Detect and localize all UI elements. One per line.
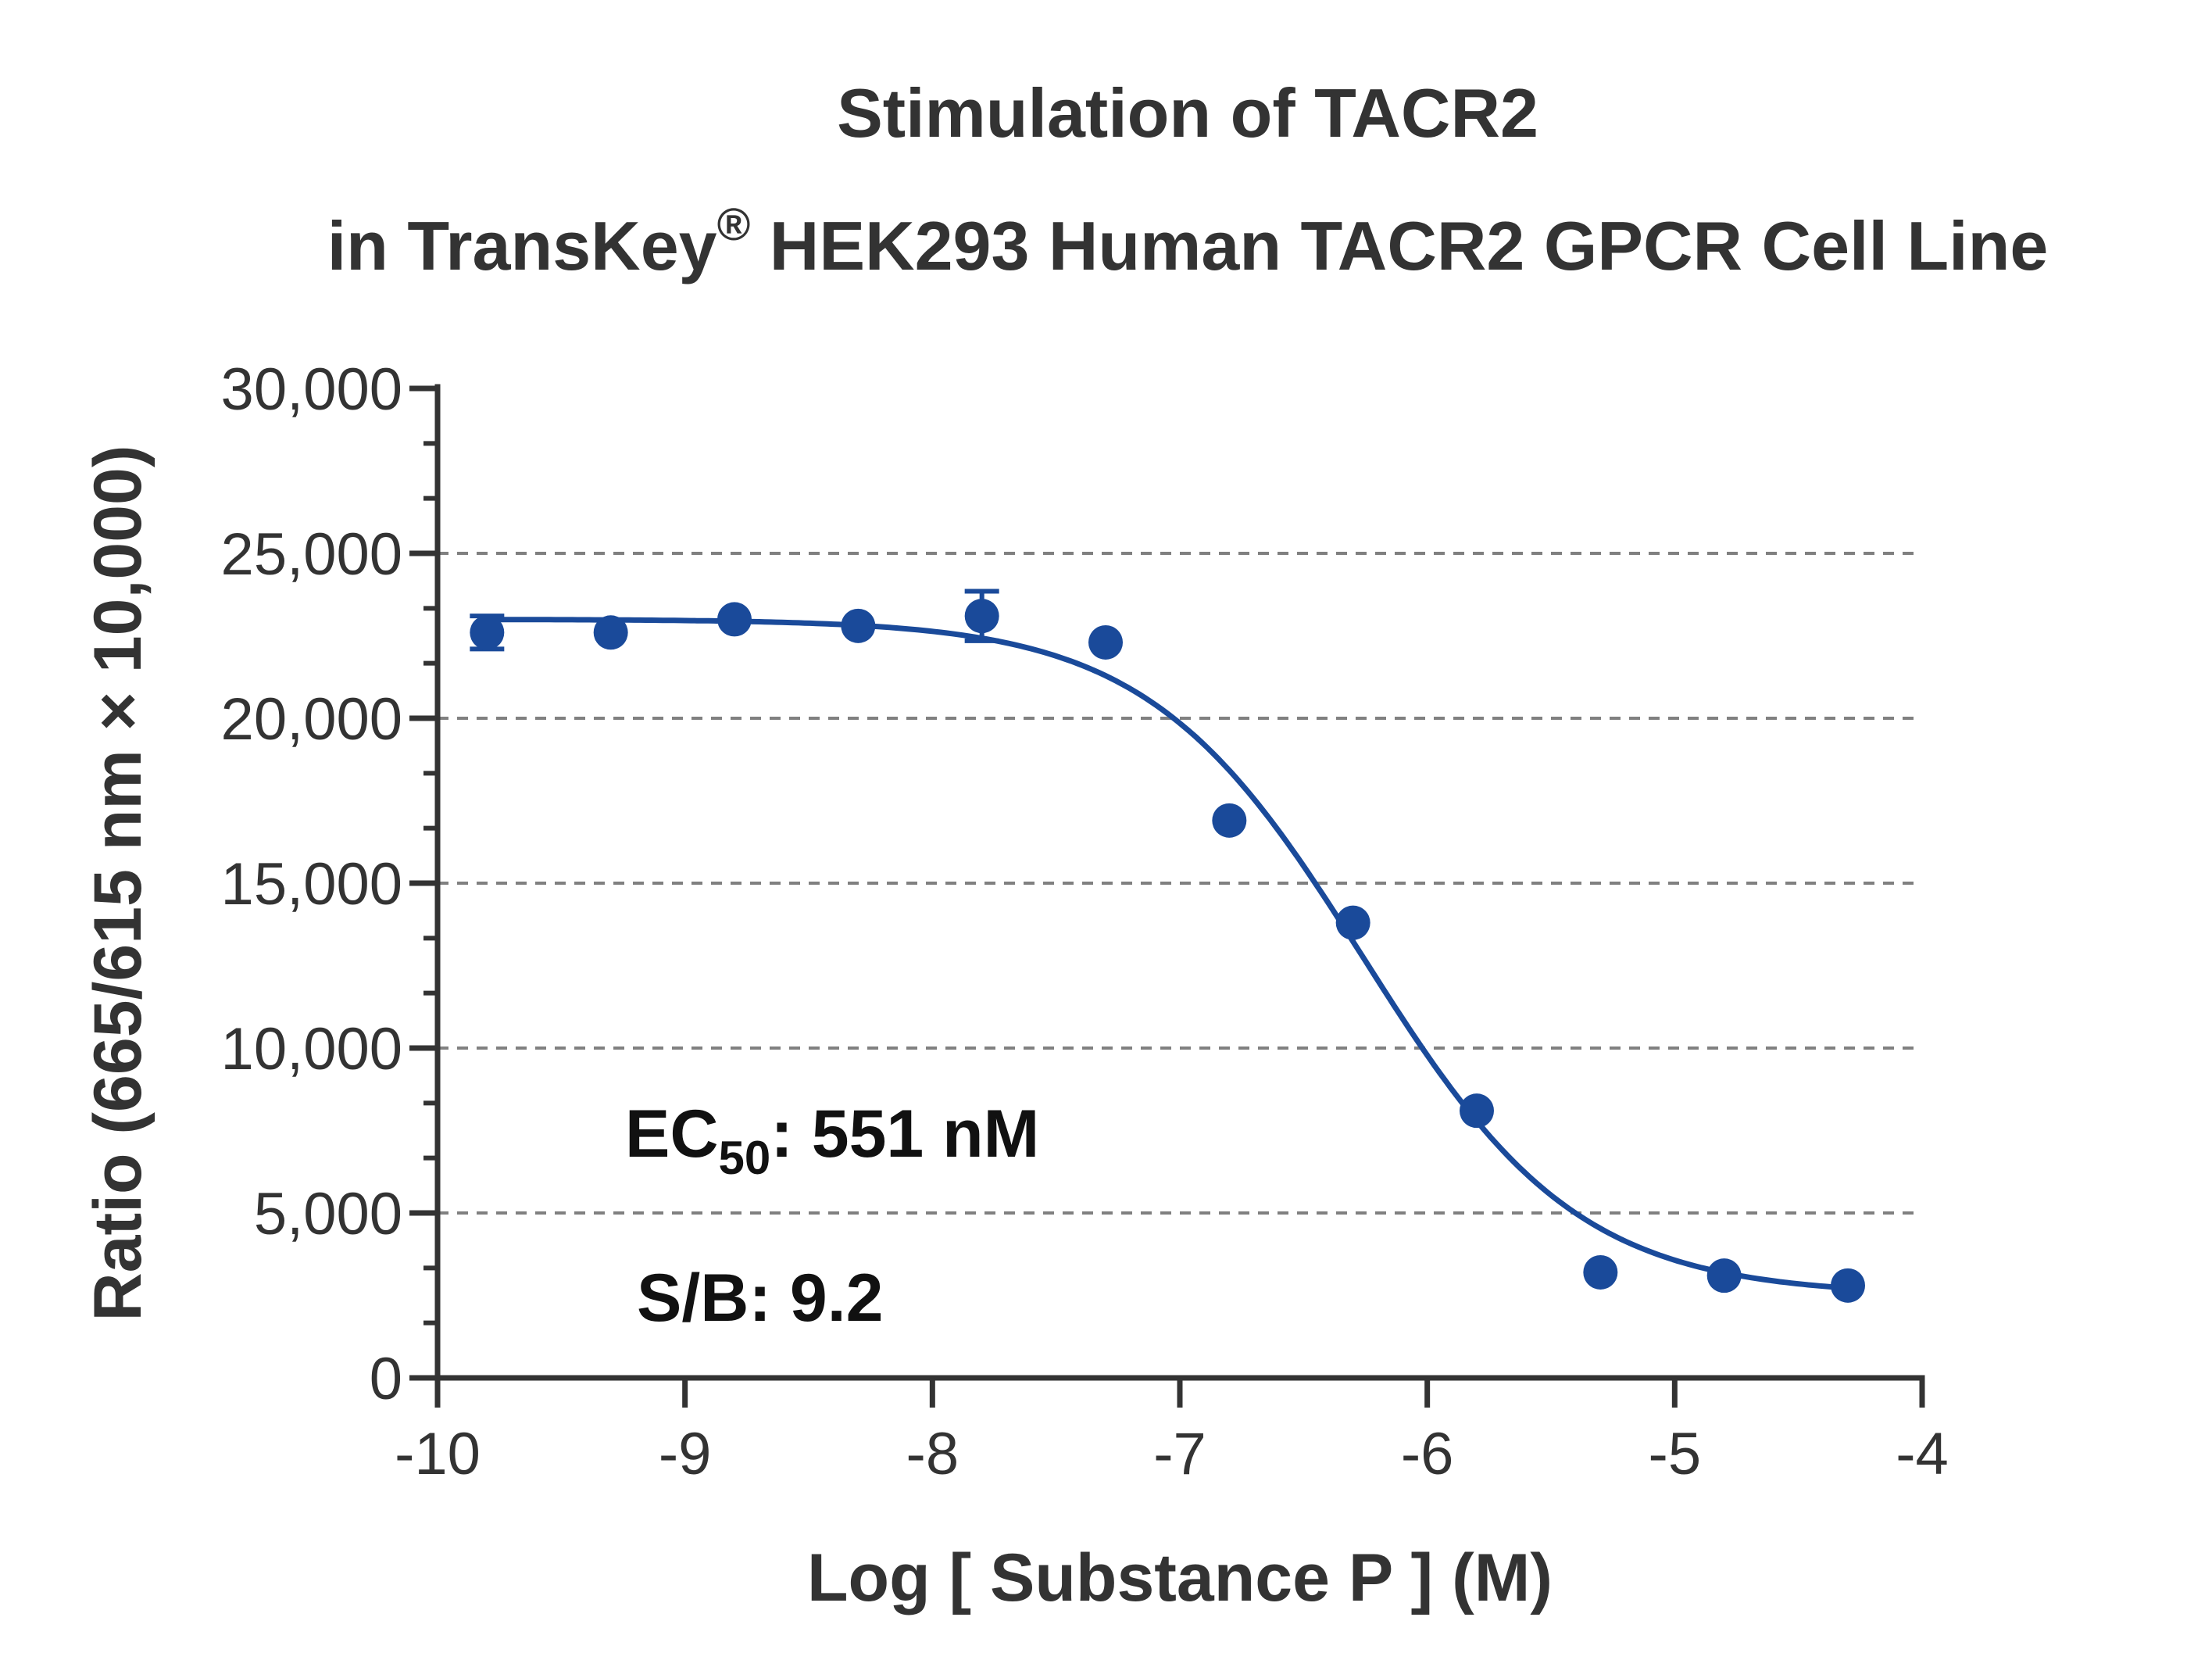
chart-title-line2-post: HEK293 Human TACR2 GPCR Cell Line (750, 207, 2048, 284)
data-point (1831, 1268, 1865, 1303)
y-tick-label: 15,000 (221, 851, 402, 918)
ec50-value: : 551 nM (770, 1097, 1039, 1172)
x-tick-label: -4 (1896, 1421, 1949, 1487)
chart-title-line2-pre: in TransKey (327, 207, 717, 284)
data-point (1583, 1254, 1618, 1290)
chart-title-line2: in TransKey® HEK293 Human TACR2 GPCR Cel… (327, 199, 2049, 284)
y-tick-label: 20,000 (221, 686, 402, 753)
x-tick-label: -6 (1401, 1421, 1454, 1487)
x-ticks: -10 -9 -8 -7 -6 -5 -4 (395, 1378, 1949, 1487)
data-point (1706, 1258, 1742, 1293)
x-tick-label: -7 (1153, 1421, 1206, 1487)
data-points (470, 589, 1865, 1303)
x-tick-label: -10 (395, 1421, 481, 1487)
x-tick-label: -9 (659, 1421, 712, 1487)
data-point (470, 615, 505, 650)
x-tick-label: -5 (1649, 1421, 1702, 1487)
fit-curve-group (487, 617, 1849, 1291)
data-point (1212, 803, 1247, 838)
x-axis-label: Log [ Substance P ] (M) (807, 1540, 1553, 1615)
y-tick-label: 30,000 (221, 356, 402, 423)
registered-mark: ® (717, 199, 751, 250)
data-point (1460, 1093, 1494, 1129)
data-point (593, 615, 628, 650)
data-point (1088, 624, 1123, 660)
data-point (1335, 905, 1370, 940)
y-tick-label: 5,000 (254, 1181, 402, 1247)
sb-annotation: S/B: 9.2 (637, 1261, 883, 1336)
chart-title-line1: Stimulation of TACR2 (837, 74, 1538, 152)
y-ticks: 0 5,000 10,000 15,000 20,000 25,000 30,000 (221, 356, 438, 1412)
x-tick-label: -8 (906, 1421, 959, 1487)
data-point (717, 602, 752, 637)
data-point (841, 608, 876, 643)
ec50-annotation: EC50: 551 nM (625, 1097, 1039, 1184)
gridlines (438, 552, 1922, 1215)
fit-curve (487, 617, 1849, 1291)
ec50-prefix: EC (625, 1097, 718, 1172)
y-tick-label: 10,000 (221, 1016, 402, 1082)
y-tick-label: 0 (370, 1346, 402, 1412)
data-point (964, 599, 999, 634)
y-tick-label: 25,000 (221, 521, 402, 588)
y-axis-label: Ratio (665/615 nm × 10,000) (80, 445, 155, 1322)
ec50-subscript: 50 (718, 1132, 770, 1184)
